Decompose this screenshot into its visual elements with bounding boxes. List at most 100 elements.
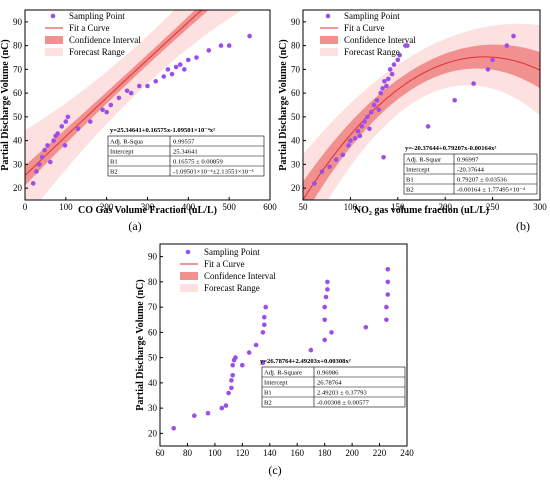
y-tick-label: 20 xyxy=(148,428,158,438)
sampling-point xyxy=(504,43,510,48)
x-tick-label: 80 xyxy=(183,448,193,458)
x-tick-label: 100 xyxy=(344,202,358,212)
sampling-point xyxy=(359,124,365,129)
sampling-point xyxy=(230,362,235,368)
sampling-point xyxy=(452,98,458,103)
sampling-point xyxy=(247,33,252,39)
sampling-point xyxy=(206,48,212,53)
sampling-point xyxy=(397,52,403,58)
x-tick-label: 140 xyxy=(263,448,277,458)
legend-entry: Fit a Curve xyxy=(69,23,110,33)
x-tick-label: 60 xyxy=(156,448,166,458)
fit-equation: y=25.34641+0.16575x-1.09501×10⁻⁴x² xyxy=(110,127,215,134)
x-axis-label: CO Gas Volume Fraction (uL/L) xyxy=(78,205,217,216)
sampling-point xyxy=(346,143,351,148)
legend-point-swatch xyxy=(50,13,56,19)
y-tick-label: 70 xyxy=(148,302,158,312)
y-tick-label: 80 xyxy=(13,41,23,51)
x-tick-label: 300 xyxy=(533,202,547,212)
stats-table-value: -0.00308 ± 0.00577 xyxy=(317,400,370,407)
stats-table-key: Intercept xyxy=(110,149,134,156)
sampling-point xyxy=(246,350,252,355)
y-tick-label: 90 xyxy=(13,17,23,27)
sampling-point xyxy=(340,152,346,158)
stats-table-key: Adj. R-Squa xyxy=(110,139,143,146)
sampling-point xyxy=(322,317,328,323)
legend-entry: Sampling Point xyxy=(344,11,400,21)
sampling-point xyxy=(153,79,158,84)
y-tick-label: 90 xyxy=(291,17,301,27)
sampling-point xyxy=(405,43,410,48)
y-tick-label: 20 xyxy=(291,183,301,193)
sampling-point xyxy=(145,83,150,89)
y-tick-label: 60 xyxy=(13,88,23,98)
stats-table: Adj. R-Squar 0.96997 Intercept -20.37644 B1 0… xyxy=(403,153,538,195)
sampling-point xyxy=(382,79,387,84)
x-tick-label: 400 xyxy=(182,202,196,212)
sampling-point xyxy=(62,143,68,148)
y-tick-label: 40 xyxy=(148,378,158,388)
stats-table-key: Adj. R-Square xyxy=(264,370,302,377)
y-tick-label: 50 xyxy=(13,112,23,122)
stats-table-value: 0.99557 xyxy=(173,139,195,146)
stats-table-value: 25.34641 xyxy=(173,149,198,156)
x-tick-label: 250 xyxy=(486,202,500,212)
x-axis-label: NO₂ gas volume fraction (uL/L) xyxy=(354,205,489,216)
x-tick-label: 500 xyxy=(222,202,236,212)
forecast-band xyxy=(25,10,243,200)
legend-entry: Forecast Range xyxy=(204,283,260,293)
x-tick-label: 50 xyxy=(299,202,309,212)
sampling-point xyxy=(260,330,266,335)
sampling-point xyxy=(230,373,235,378)
legend-entry: Sampling Point xyxy=(204,247,260,257)
fit-equation: y=-20.37644+0.79207x-0.00164x² xyxy=(405,145,496,152)
sampling-point xyxy=(177,62,183,67)
legend-entry: Confidence Interval xyxy=(204,271,276,281)
x-tick-label: 0 xyxy=(23,202,28,212)
sampling-point xyxy=(124,88,130,94)
sampling-point xyxy=(55,131,60,136)
sampling-point xyxy=(490,57,495,63)
stats-table-key: Intercept xyxy=(406,167,430,174)
y-tick-label: 40 xyxy=(13,136,23,146)
legend-point-swatch xyxy=(325,13,331,19)
sampling-point xyxy=(381,155,386,160)
sampling-point xyxy=(137,83,142,89)
y-axis-label: Partial Discharge Volume (nC) xyxy=(0,39,11,170)
panel-label: (b) xyxy=(516,219,530,233)
x-tick-label: 120 xyxy=(236,448,250,458)
y-tick-label: 70 xyxy=(291,64,301,74)
confidence-band xyxy=(303,44,540,200)
x-tick-label: 160 xyxy=(290,448,304,458)
sampling-point xyxy=(194,55,199,60)
sampling-point xyxy=(389,71,395,77)
sampling-point xyxy=(229,385,234,391)
panel-label: (c) xyxy=(268,463,281,477)
plot-frame xyxy=(159,243,408,447)
sampling-point xyxy=(386,76,391,82)
sampling-point xyxy=(357,133,363,139)
y-axis-label: Partial Discharge Volume (nC) xyxy=(278,39,289,170)
sampling-point xyxy=(173,64,179,70)
sampling-point xyxy=(51,138,56,143)
stats-table-value: -20.37644 xyxy=(457,167,485,174)
x-tick-label: 100 xyxy=(208,448,222,458)
sampling-point xyxy=(192,413,197,419)
legend-forecast-swatch xyxy=(45,48,63,56)
sampling-point xyxy=(511,33,516,39)
sampling-point xyxy=(380,86,385,91)
sampling-point xyxy=(37,162,42,167)
sampling-point xyxy=(205,410,211,416)
sampling-point xyxy=(395,57,401,63)
sampling-point xyxy=(45,143,50,148)
y-tick-label: 20 xyxy=(13,183,23,193)
sampling-point xyxy=(165,67,171,72)
x-tick-label: 200 xyxy=(100,202,114,212)
sampling-point xyxy=(471,81,476,86)
sampling-point xyxy=(312,181,317,186)
sampling-point xyxy=(329,330,334,335)
x-tick-label: 220 xyxy=(373,448,387,458)
legend-entry: Confidence Interval xyxy=(69,35,141,45)
y-tick-label: 80 xyxy=(291,41,301,51)
sampling-point xyxy=(385,292,391,297)
